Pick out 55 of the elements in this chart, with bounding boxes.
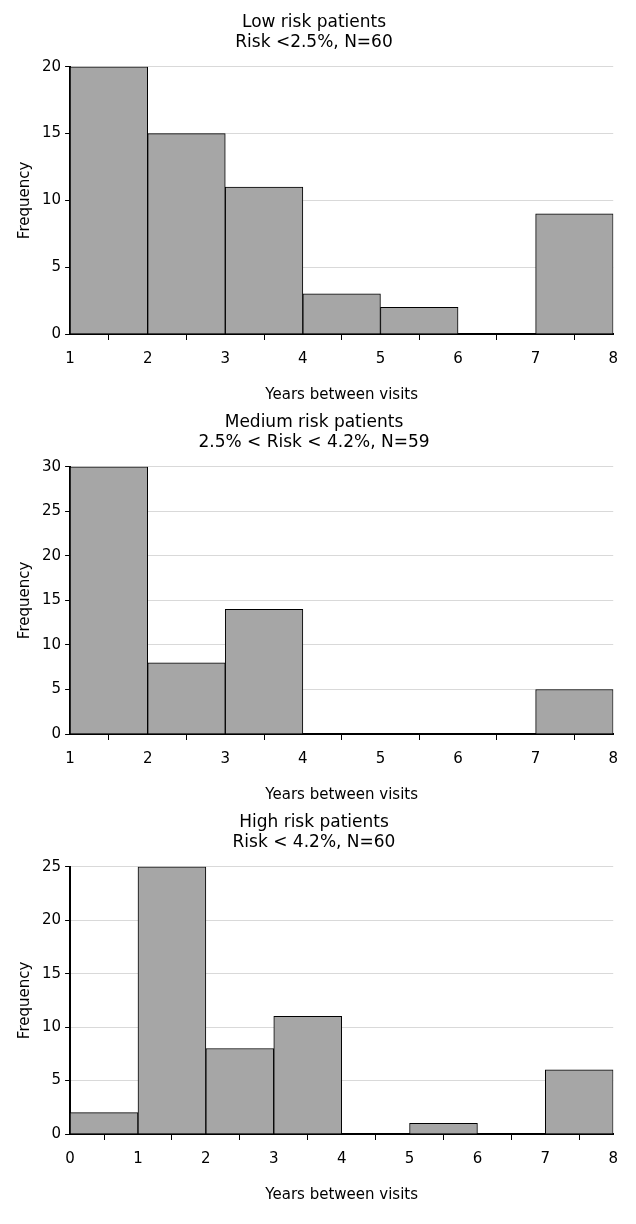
x-tick-label: 6	[472, 1148, 483, 1167]
y-tick-label: 20	[41, 56, 62, 75]
y-tick-label: 15	[41, 963, 62, 982]
x-tick-label: 8	[608, 748, 618, 767]
x-tick-label: 8	[608, 348, 618, 367]
y-tick-label: 10	[41, 190, 62, 209]
x-tick-label: 7	[530, 748, 541, 767]
y-tick-label: 20	[41, 910, 62, 929]
y-tick-label: 5	[51, 1070, 62, 1089]
x-tick-label: 4	[298, 348, 308, 367]
x-tick-label: 3	[220, 348, 231, 367]
x-tick-label: 1	[133, 1148, 143, 1167]
x-axis-title: Years between visits	[264, 384, 419, 403]
x-tick-label: 1	[65, 748, 75, 767]
y-tick-label: 30	[41, 456, 62, 475]
x-tick-label: 6	[453, 348, 463, 367]
y-tick-label: 20	[41, 545, 62, 564]
x-tick-label: 6	[453, 748, 463, 767]
y-axis-title: Frequency	[14, 161, 33, 240]
x-tick-label: 2	[142, 748, 153, 767]
y-tick-label: 15	[41, 123, 62, 142]
y-tick-label: 0	[51, 323, 62, 342]
y-tick-label: 25	[41, 856, 62, 875]
y-tick-label: 5	[51, 679, 62, 698]
x-tick-label: 2	[201, 1148, 211, 1167]
x-tick-label: 3	[268, 1148, 279, 1167]
y-tick-label: 0	[51, 1123, 62, 1142]
x-tick-label: 4	[336, 1148, 347, 1167]
x-axis-title: Years between visits	[264, 784, 419, 803]
y-tick-label: 25	[41, 501, 62, 520]
y-axis-title: Frequency	[14, 561, 33, 640]
x-tick-label: 1	[65, 348, 75, 367]
x-tick-label: 0	[65, 1148, 75, 1167]
x-axis-title: Years between visits	[264, 1184, 419, 1203]
x-tick-label: 8	[608, 1148, 618, 1167]
x-tick-label: 5	[404, 1148, 415, 1167]
chart-title: High risk patients	[239, 810, 389, 831]
x-tick-label: 4	[298, 748, 308, 767]
x-tick-label: 7	[530, 348, 541, 367]
chart-title: Medium risk patients	[224, 410, 404, 431]
x-tick-label: 5	[375, 348, 386, 367]
y-tick-label: 0	[51, 723, 62, 742]
chart-title: Low risk patients	[241, 10, 387, 31]
y-axis-title: Frequency	[14, 961, 33, 1040]
x-tick-label: 3	[220, 748, 231, 767]
x-tick-label: 2	[142, 348, 153, 367]
y-tick-label: 10	[41, 1017, 62, 1036]
chart-subtitle: 2.5% < Risk < 4.2%, N=59	[198, 431, 430, 452]
x-tick-label: 5	[375, 748, 386, 767]
y-tick-label: 5	[51, 257, 62, 276]
chart-subtitle: Risk < 4.2%, N=60	[232, 831, 396, 852]
y-tick-label: 10	[41, 634, 62, 653]
y-tick-label: 15	[41, 590, 62, 609]
chart-subtitle: Risk <2.5%, N=60	[235, 31, 393, 52]
x-tick-label: 7	[540, 1148, 551, 1167]
